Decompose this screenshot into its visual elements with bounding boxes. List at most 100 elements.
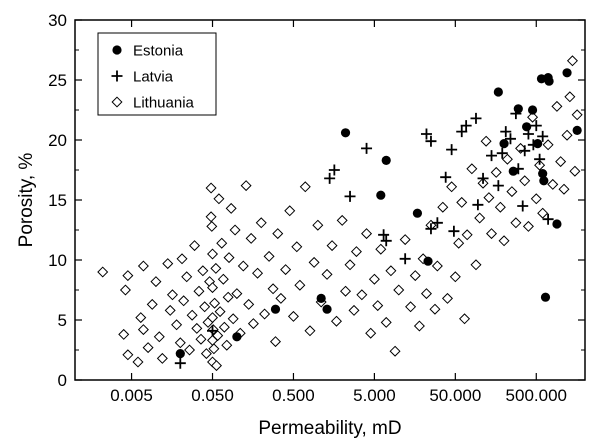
data-point [494, 201, 506, 213]
data-point [200, 348, 212, 360]
x-axis-title: Permeability, mD [258, 418, 401, 439]
data-point [322, 304, 332, 314]
data-point [558, 183, 570, 195]
data-point [571, 109, 583, 121]
data-point [566, 55, 578, 67]
data-point [132, 356, 144, 368]
data-point [208, 343, 220, 355]
data-point [472, 199, 484, 211]
data-point [146, 298, 158, 310]
data-point [486, 150, 498, 162]
data-point [555, 156, 567, 168]
data-point [539, 176, 549, 186]
data-point [252, 267, 264, 279]
data-point [453, 237, 465, 249]
data-point [97, 266, 109, 278]
data-point [480, 135, 492, 147]
data-point [137, 324, 149, 336]
data-point [119, 284, 131, 296]
data-point [460, 120, 472, 132]
data-point [456, 196, 468, 208]
data-point [399, 234, 411, 246]
data-point [118, 328, 130, 340]
data-point [519, 145, 531, 157]
data-point [225, 202, 237, 214]
data-point [466, 163, 478, 175]
data-point [375, 243, 387, 255]
data-point [255, 217, 267, 229]
data-point [122, 270, 134, 282]
data-points [97, 55, 583, 372]
data-point [231, 288, 243, 300]
data-point [153, 331, 165, 343]
data-point [486, 228, 498, 240]
data-point [423, 256, 433, 266]
data-point [490, 166, 502, 178]
data-point [459, 313, 471, 325]
data-point [175, 349, 185, 359]
data-point [530, 193, 542, 205]
data-point [431, 260, 443, 272]
data-point [420, 288, 432, 300]
data-point [470, 112, 482, 124]
data-point [376, 190, 386, 200]
data-point [519, 175, 531, 187]
data-point [372, 300, 384, 312]
series-latvia [174, 108, 554, 369]
data-point [393, 284, 405, 296]
data-point [176, 253, 188, 265]
data-point [222, 291, 234, 303]
data-point [504, 133, 516, 145]
data-point [440, 171, 452, 183]
data-point [291, 241, 303, 253]
data-point [381, 155, 391, 165]
data-point [449, 271, 461, 283]
data-point [308, 256, 320, 268]
data-point [561, 129, 573, 141]
data-point [122, 349, 134, 361]
data-point [210, 262, 222, 274]
data-point [537, 130, 549, 142]
data-point [247, 318, 259, 330]
data-point [527, 111, 539, 123]
data-point [365, 327, 377, 339]
data-point [213, 193, 225, 205]
y-tick-label: 10 [48, 251, 67, 270]
series-estonia [175, 68, 582, 359]
data-point [237, 260, 249, 272]
data-point [405, 301, 417, 313]
data-point [446, 181, 458, 193]
data-point [299, 181, 311, 193]
data-point [330, 315, 342, 327]
data-point [537, 207, 549, 219]
y-tick-label: 30 [48, 11, 67, 30]
data-point [206, 220, 218, 232]
data-point [205, 182, 217, 194]
data-point [431, 217, 443, 229]
data-point [166, 289, 178, 301]
data-point [534, 153, 546, 165]
data-point [184, 344, 196, 356]
data-point [137, 260, 149, 272]
data-point [316, 293, 326, 303]
data-point [199, 301, 211, 313]
data-point [267, 283, 279, 295]
data-point [446, 144, 458, 156]
y-tick-label: 15 [48, 191, 67, 210]
data-point [328, 164, 340, 176]
data-point [232, 332, 242, 342]
data-point [413, 320, 425, 332]
data-point [420, 128, 432, 140]
data-point [214, 306, 226, 318]
data-point [510, 217, 522, 229]
data-point [533, 139, 543, 149]
data-point [483, 192, 495, 204]
data-point [156, 352, 168, 364]
data-point [191, 322, 203, 334]
data-point [517, 200, 529, 212]
data-point [456, 126, 468, 138]
data-point [221, 339, 233, 351]
legend-label-latvia: Latvia [133, 69, 174, 86]
data-point [207, 325, 219, 337]
